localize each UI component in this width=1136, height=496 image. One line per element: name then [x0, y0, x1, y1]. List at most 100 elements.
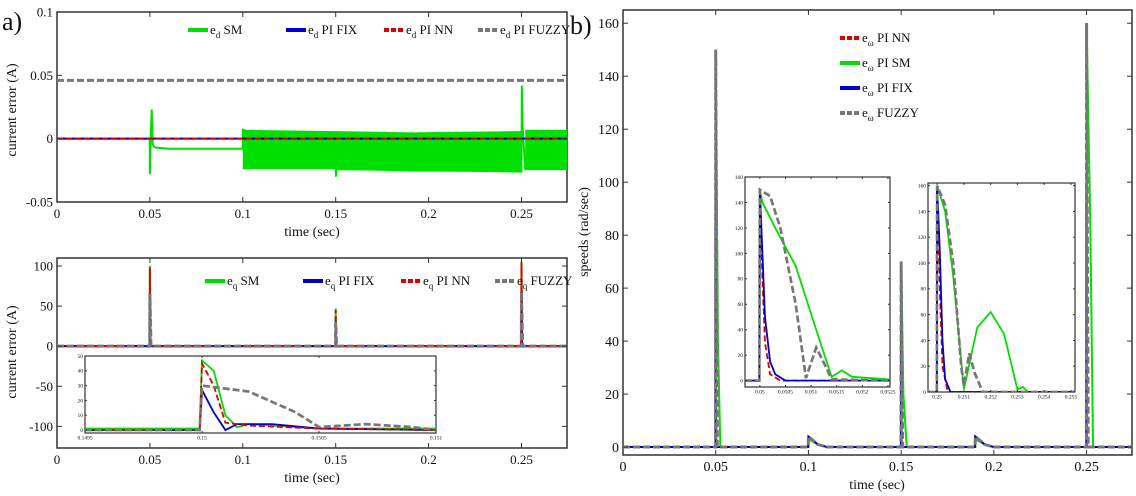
y-tick-label: 20	[78, 398, 84, 404]
legend-label: ed PI FIX	[308, 22, 358, 40]
legend-label: ed PI NN	[406, 22, 454, 40]
y-tick-label: 120	[918, 235, 927, 241]
x-tick-label: 0.1495	[77, 436, 92, 442]
x-axis-label: time (sec)	[849, 478, 905, 493]
y-tick-label: 0.05	[30, 68, 53, 83]
x-tick-label: 0.05	[703, 460, 728, 475]
y-tick-label: 40	[78, 369, 84, 375]
chart-eq_inset: 0.1495 0.15 0.1505 0.151 0 10 20 30 40 50	[77, 354, 442, 442]
y-tick-label: 100	[598, 176, 619, 191]
legend-label: eω PI SM	[862, 55, 911, 73]
x-tick-label: 0.052	[856, 390, 869, 396]
x-tick-label: 0.25	[1074, 460, 1099, 475]
series-band-sm	[525, 129, 567, 170]
x-tick-label: 0.2	[420, 452, 436, 467]
y-tick-label: 140	[598, 70, 619, 85]
x-tick-label: 0.255	[1065, 395, 1078, 401]
legend-item-sm: eω PI SM	[840, 55, 911, 73]
legend-item-fuzzy: ed PI FUZZY	[478, 22, 571, 40]
y-tick-label: 40	[738, 328, 744, 334]
panel-label-b: b)	[570, 11, 592, 40]
y-tick-label: 50	[78, 354, 84, 360]
legend-item-nn: eq PI NN	[401, 273, 471, 291]
x-tick-label: 0.0505	[778, 390, 793, 396]
x-tick-label: 0.1505	[311, 436, 326, 442]
legend-item-nn: ed PI NN	[384, 22, 454, 40]
y-tick-label: 100	[918, 261, 927, 267]
y-tick-label: 0	[612, 441, 619, 456]
series-line-fuzzy	[57, 291, 567, 348]
legend-label: eω PI NN	[862, 30, 911, 48]
x-tick-label: 0.1	[235, 206, 251, 221]
legend: ed SM ed PI FIX ed PI NN ed PI FUZZY	[188, 22, 571, 40]
y-axis-label: current error (A)	[5, 63, 20, 157]
x-tick-label: 0.15	[324, 206, 347, 221]
series-band-sm	[242, 129, 522, 172]
y-tick-label: 80	[605, 229, 619, 244]
y-tick-label: 50	[40, 299, 53, 314]
plot-area	[84, 355, 437, 434]
y-tick-label: 80	[738, 277, 744, 283]
y-tick-label: 0	[740, 379, 743, 385]
legend: eq SM eq PI FIX eq PI NN eq FUZZY	[205, 273, 573, 291]
y-axis-label: current error (A)	[5, 305, 20, 399]
plot-area	[56, 11, 568, 203]
series-line-fuzzy	[623, 23, 1132, 449]
y-tick-label: 140	[735, 200, 744, 206]
y-tick-label: 120	[598, 123, 619, 138]
legend-item-fuzzy: eω FUZZY	[840, 105, 919, 123]
y-tick-label: 100	[735, 251, 744, 257]
legend-item-fuzzy: eq FUZZY	[495, 273, 573, 291]
x-axis-label: time (sec)	[284, 471, 340, 486]
series-line-fuzzy	[928, 185, 1075, 392]
x-tick-label: 0.05	[139, 452, 162, 467]
legend-label: eω PI FIX	[862, 80, 913, 98]
legend-label: eq PI FIX	[325, 273, 375, 291]
x-tick-label: 0.0525	[880, 390, 895, 396]
y-tick-label: 10	[78, 413, 84, 419]
x-tick-label: 0.2	[985, 460, 1003, 475]
x-tick-label: 0	[620, 460, 627, 475]
y-tick-label: 0	[47, 339, 54, 354]
x-tick-label: 0.254	[1038, 395, 1051, 401]
y-tick-label: 60	[921, 313, 927, 319]
y-tick-label: 100	[34, 259, 54, 274]
y-tick-label: 0	[47, 131, 54, 146]
legend-item-fix: eω PI FIX	[840, 80, 913, 98]
x-tick-label: 0.15	[889, 460, 914, 475]
plot-area	[927, 182, 1076, 393]
legend-item-sm: ed SM	[188, 22, 243, 40]
y-tick-label: 140	[918, 209, 927, 215]
legend-item-nn: eω PI NN	[840, 30, 911, 48]
panel-label-a: a)	[2, 7, 22, 36]
x-tick-label: 0.251	[958, 395, 971, 401]
legend-label: ed PI FUZZY	[500, 22, 571, 40]
legend-label: eq SM	[227, 273, 260, 291]
y-tick-label: 60	[605, 282, 619, 297]
y-tick-label: 80	[921, 287, 927, 293]
y-tick-label: 0.1	[37, 5, 53, 20]
x-tick-label: 0.15	[197, 436, 207, 442]
y-tick-label: 160	[735, 175, 744, 181]
chart-speed_inset1: 0.05 0.0505 0.051 0.0515 0.052 0.0525 0 20 40 60 8…	[735, 175, 896, 396]
y-axis-label: speeds (rad/sec)	[577, 187, 592, 277]
legend-label: eq PI NN	[423, 273, 471, 291]
x-tick-label: 0.25	[510, 452, 533, 467]
legend-label: eq FUZZY	[517, 273, 573, 291]
x-tick-label: 0	[54, 452, 61, 467]
y-tick-label: 60	[738, 302, 744, 308]
y-tick-label: 20	[921, 364, 927, 370]
y-tick-label: 160	[598, 17, 619, 32]
y-tick-label: 40	[605, 335, 619, 350]
series-line-fuzzy	[85, 384, 436, 432]
x-tick-label: 0	[54, 206, 61, 221]
x-tick-label: 0.2	[420, 206, 436, 221]
series-line-fuzzy	[745, 187, 890, 382]
x-tick-label: 0.051	[805, 390, 818, 396]
x-tick-label: 0.253	[1011, 395, 1024, 401]
x-tick-label: 0.25	[510, 206, 533, 221]
legend: eω PI NN eω PI SM eω PI FIX eω FUZZY	[840, 30, 919, 123]
series-line-fix	[745, 189, 890, 382]
series-line-nn	[57, 262, 567, 348]
